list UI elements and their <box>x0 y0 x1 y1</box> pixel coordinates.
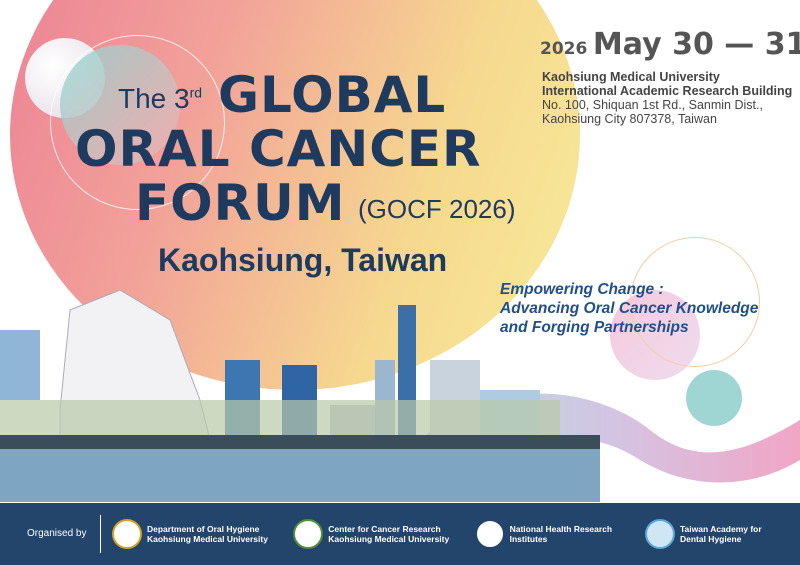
organiser-affiliation: Kaohsiung Medical University <box>328 534 450 544</box>
venue-address-1: No. 100, Shiquan 1st Rd., Sanmin Dist., <box>542 98 763 112</box>
slogan: Empowering Change : Advancing Oral Cance… <box>500 280 758 337</box>
nhri-logo-icon <box>474 519 505 549</box>
organiser-name: National Health Research Institutes <box>509 524 613 544</box>
decorative-ring <box>630 237 760 367</box>
organiser-dental-hygiene-academy: Taiwan Academy for Dental Hygiene <box>644 519 790 549</box>
slogan-line: Advancing Oral Cancer Knowledge <box>500 300 759 317</box>
dental-academy-logo-icon <box>644 519 675 549</box>
event-abbreviation: (GOCF 2026) <box>358 194 516 224</box>
venue-university: Kaohsiung Medical University <box>542 70 720 84</box>
title-line-1: GLOBAL <box>218 66 447 124</box>
decorative-ring <box>50 35 225 210</box>
kaohsiung-skyline-image <box>0 290 600 502</box>
event-location: Kaohsiung, Taiwan <box>158 242 448 278</box>
title-line-3: FORUM <box>135 174 346 232</box>
organiser-affiliation: Kaohsiung Medical University <box>147 534 268 544</box>
cancer-research-logo-icon <box>293 519 324 549</box>
organised-by-label: Organised by <box>27 528 87 539</box>
organiser-name: Center for Cancer Research <box>328 524 441 534</box>
organiser-oral-hygiene: Department of Oral Hygiene Kaohsiung Medi… <box>112 519 268 549</box>
slogan-line: and Forging Partnerships <box>500 319 689 336</box>
organiser-name: Department of Oral Hygiene <box>147 524 260 534</box>
edition-label: The 3rd <box>118 83 203 114</box>
oral-hygiene-logo-icon <box>112 519 142 549</box>
organiser-nhri: National Health Research Institutes <box>474 519 620 549</box>
slogan-line: Empowering Change : <box>500 281 664 298</box>
venue-address-2: Kaohsiung City 807378, Taiwan <box>542 112 717 126</box>
event-date: 2026 May 30 — 31 <box>540 27 800 62</box>
venue-info: Kaohsiung Medical University Internation… <box>542 70 792 126</box>
divider <box>100 515 101 553</box>
title-line-2: ORAL CANCER <box>75 120 482 178</box>
venue-building: International Academic Research Building <box>542 84 793 98</box>
decorative-bubble <box>686 370 742 426</box>
organiser-name: Taiwan Academy for Dental Hygiene <box>679 524 762 544</box>
footer-organisers: Organised by Department of Oral Hygiene K… <box>0 503 800 565</box>
organiser-cancer-research: Center for Cancer Research Kaohsiung Medi… <box>293 519 449 549</box>
